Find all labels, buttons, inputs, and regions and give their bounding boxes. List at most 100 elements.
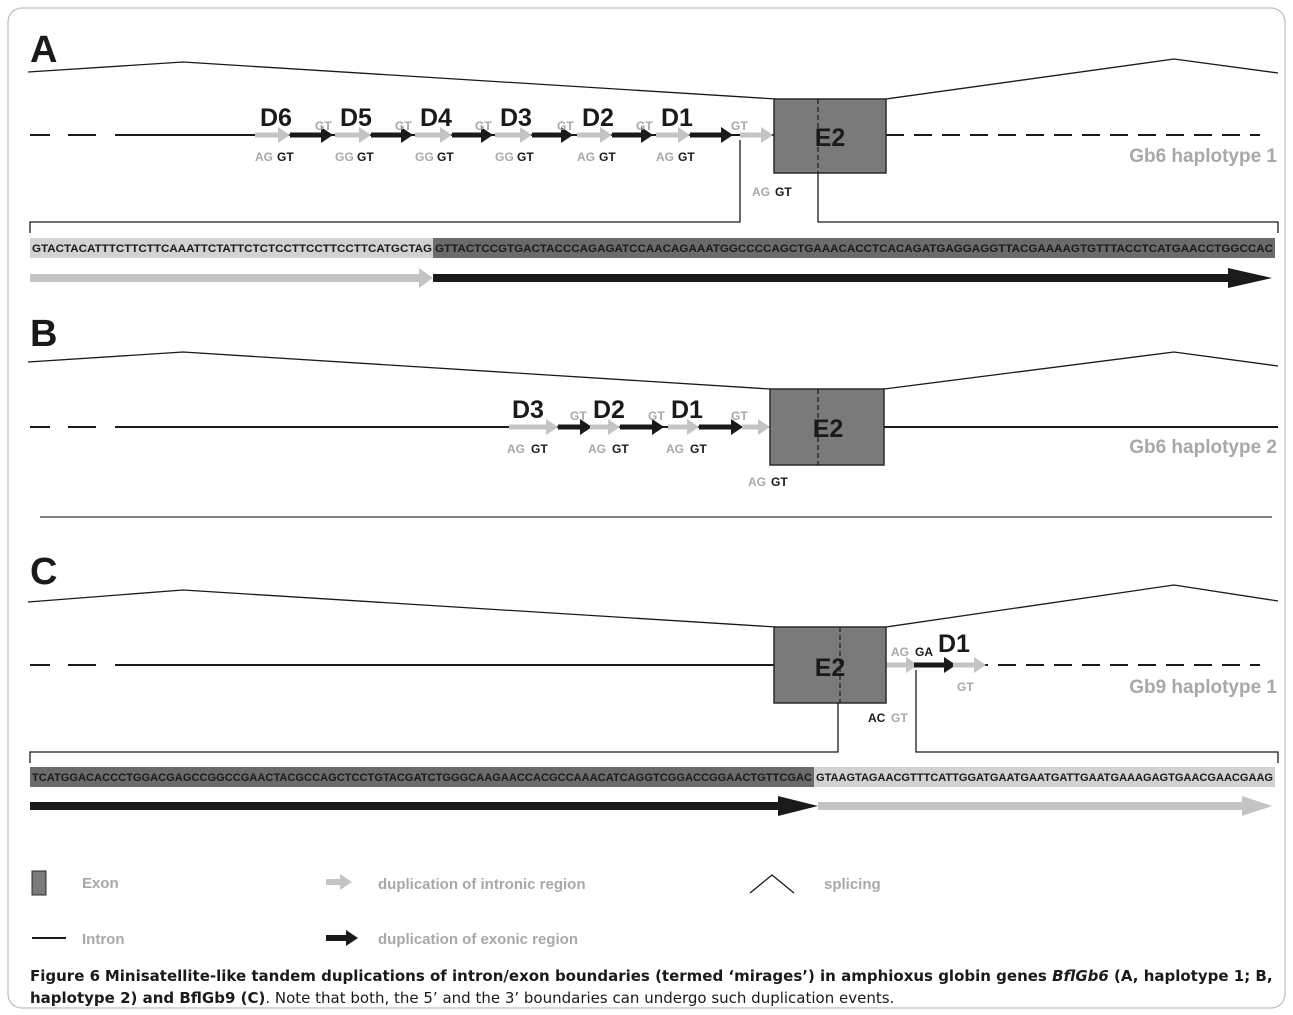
legend-intronic-label: duplication of intronic region xyxy=(378,876,586,893)
splicing-line-c-left xyxy=(27,589,777,628)
dup-label-c: D1 xyxy=(938,630,970,658)
exon-site-right-c: GT xyxy=(891,711,908,725)
site-right-a: GT xyxy=(357,150,374,164)
small-gt-a: GT xyxy=(475,119,492,133)
figure-caption: Figure 6 Minisatellite-like tandem dupli… xyxy=(30,965,1280,1009)
site-left-a: AG xyxy=(577,150,595,164)
legend-exon-swatch xyxy=(31,870,47,896)
panel-letter-c: C xyxy=(30,551,57,593)
site-right-a: GT xyxy=(517,150,534,164)
zoom-line-c xyxy=(29,703,839,763)
site-gt-c: GT xyxy=(957,680,974,694)
zoom-line-a xyxy=(817,173,1279,233)
caption-label: Figure 6 xyxy=(30,967,101,985)
intron-seq-a: GTACTACATTTCTTCTTCAAATTCTATTCTCTCCTTCCTT… xyxy=(32,243,432,255)
site-ga-c: GA xyxy=(915,645,933,659)
legend-intron-label: Intron xyxy=(82,931,125,948)
panel-letter-b: B xyxy=(30,313,57,355)
exonic-arrow-a xyxy=(290,127,333,143)
exon-box-b xyxy=(769,388,885,466)
dup-label-a: D1 xyxy=(661,104,693,132)
intronic-arrow-a xyxy=(656,127,690,143)
exonic-arrow-a xyxy=(690,127,733,143)
dup-label-b: D1 xyxy=(671,396,703,424)
intronic-arrow-a xyxy=(740,127,773,143)
site-right-a: GT xyxy=(277,150,294,164)
exonic-arrow-a xyxy=(612,127,653,143)
exon-seq-bg-a xyxy=(433,238,1275,258)
dup-label-a: D6 xyxy=(260,104,292,132)
caption-title-b: (A, haplotype 1; B, haplotype 2) and Bfl… xyxy=(30,967,1273,1007)
site-right-b: GT xyxy=(690,442,707,456)
intronic-arrow-b xyxy=(742,419,770,435)
dup-label-a: D2 xyxy=(582,104,614,132)
intronic-arrow-a xyxy=(415,127,452,143)
site-left-a: GG xyxy=(335,150,354,164)
small-gt-b: GT xyxy=(570,409,587,423)
intronic-arrow-a xyxy=(495,127,532,143)
site-left-a: AG xyxy=(656,150,674,164)
dup-label-a: D4 xyxy=(420,104,452,132)
zoom-line-a xyxy=(29,140,741,233)
exonic-arrow-b xyxy=(620,419,664,435)
small-gt-a: GT xyxy=(395,119,412,133)
site-left-b: AG xyxy=(507,442,525,456)
small-gt-a: GT xyxy=(731,119,748,133)
small-gt-b: GT xyxy=(648,409,665,423)
small-gt-a: GT xyxy=(636,119,653,133)
legend-exonic-label: duplication of exonic region xyxy=(378,931,578,948)
legend-intronic-swatch xyxy=(326,874,352,890)
splicing-line-b-right xyxy=(883,351,1279,390)
exon-box-a xyxy=(773,98,887,174)
exonic-arrow-b xyxy=(558,419,592,435)
legend-exonic-swatch xyxy=(326,930,358,946)
caption-rest: . Note that both, the 5’ and the 3’ boun… xyxy=(265,989,895,1007)
exon-site-left-c: AC xyxy=(868,711,886,725)
site-left-a: GG xyxy=(415,150,434,164)
dup-label-b: D3 xyxy=(512,396,544,424)
splicing-line-c-right xyxy=(885,584,1279,628)
site-right-a: GT xyxy=(437,150,454,164)
site-left-a: AG xyxy=(255,150,273,164)
small-gt-b: GT xyxy=(731,409,748,423)
legend-exon-label: Exon xyxy=(82,875,119,892)
exon-site-right-a: GT xyxy=(775,185,792,199)
exon-label-c: E2 xyxy=(815,654,846,682)
exonic-arrow-a xyxy=(452,127,493,143)
dup-label-a: D3 xyxy=(500,104,532,132)
site-left-b: AG xyxy=(666,442,684,456)
seq-intronic-arrow-a xyxy=(30,268,433,288)
site-right-a: GT xyxy=(599,150,616,164)
exonic-arrow-c xyxy=(914,657,956,673)
exon-site-right-b: GT xyxy=(771,475,788,489)
site-right-b: GT xyxy=(612,442,629,456)
site-ag-c: AG xyxy=(891,645,909,659)
small-gt-a: GT xyxy=(557,119,574,133)
exon-site-left-a: AG xyxy=(752,185,770,199)
site-right-b: GT xyxy=(531,442,548,456)
dup-label-a: D5 xyxy=(340,104,372,132)
caption-gene: BflGb6 xyxy=(1052,967,1109,985)
splicing-line-a-left xyxy=(27,61,777,100)
haplotype-label-c: Gb9 haplotype 1 xyxy=(1129,677,1277,698)
site-left-b: AG xyxy=(588,442,606,456)
intronic-arrow-b xyxy=(590,419,620,435)
legend-splicing-label: splicing xyxy=(824,876,881,893)
exonic-arrow-b xyxy=(699,419,743,435)
exon-seq-a: GTTACTCCGTGACTACCCAGAGATCCAACAGAAATGGCCC… xyxy=(435,243,1273,255)
intronic-arrow-a xyxy=(335,127,371,143)
intronic-arrow-c xyxy=(886,657,918,673)
seq-exonic-arrow-a xyxy=(433,268,1272,288)
caption-title-a: Minisatellite-like tandem duplications o… xyxy=(104,967,1053,985)
exon-seq-c: TCATGGACACCCTGGACGAGCCGGCCGAACTACGCCAGCT… xyxy=(32,772,812,784)
intronic-arrow-b xyxy=(668,419,699,435)
site-right-a: GT xyxy=(678,150,695,164)
exonic-arrow-a xyxy=(532,127,573,143)
intron-seq-bg-c xyxy=(814,767,1275,787)
legend-splicing-swatch xyxy=(749,874,795,894)
exon-label-b: E2 xyxy=(813,415,844,443)
haplotype-label-b: Gb6 haplotype 2 xyxy=(1129,437,1277,458)
splicing-line-b-left xyxy=(27,351,771,390)
